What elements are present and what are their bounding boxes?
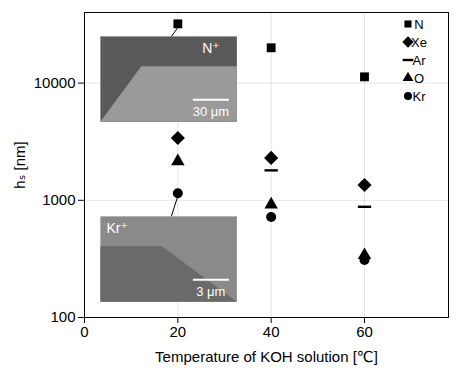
svg-text:40: 40 [263, 323, 280, 340]
svg-text:1000: 1000 [42, 191, 75, 208]
svg-text:O: O [414, 71, 424, 86]
svg-text:Xe: Xe [411, 35, 427, 50]
svg-text:0: 0 [80, 323, 88, 340]
svg-text:Kr⁺: Kr⁺ [106, 220, 127, 236]
svg-text:Temperature of KOH solution [℃: Temperature of KOH solution [℃] [155, 348, 378, 365]
svg-text:N⁺: N⁺ [202, 40, 220, 56]
svg-text:hₛ [nm]: hₛ [nm] [11, 141, 28, 188]
svg-text:30 μm: 30 μm [193, 104, 229, 119]
svg-text:Kr: Kr [413, 89, 427, 104]
svg-text:3 μm: 3 μm [196, 284, 225, 299]
svg-text:Ar: Ar [413, 53, 427, 68]
svg-text:100: 100 [50, 308, 75, 325]
svg-text:20: 20 [169, 323, 186, 340]
svg-text:N: N [414, 17, 423, 32]
svg-text:60: 60 [356, 323, 373, 340]
svg-text:10000: 10000 [34, 74, 76, 91]
